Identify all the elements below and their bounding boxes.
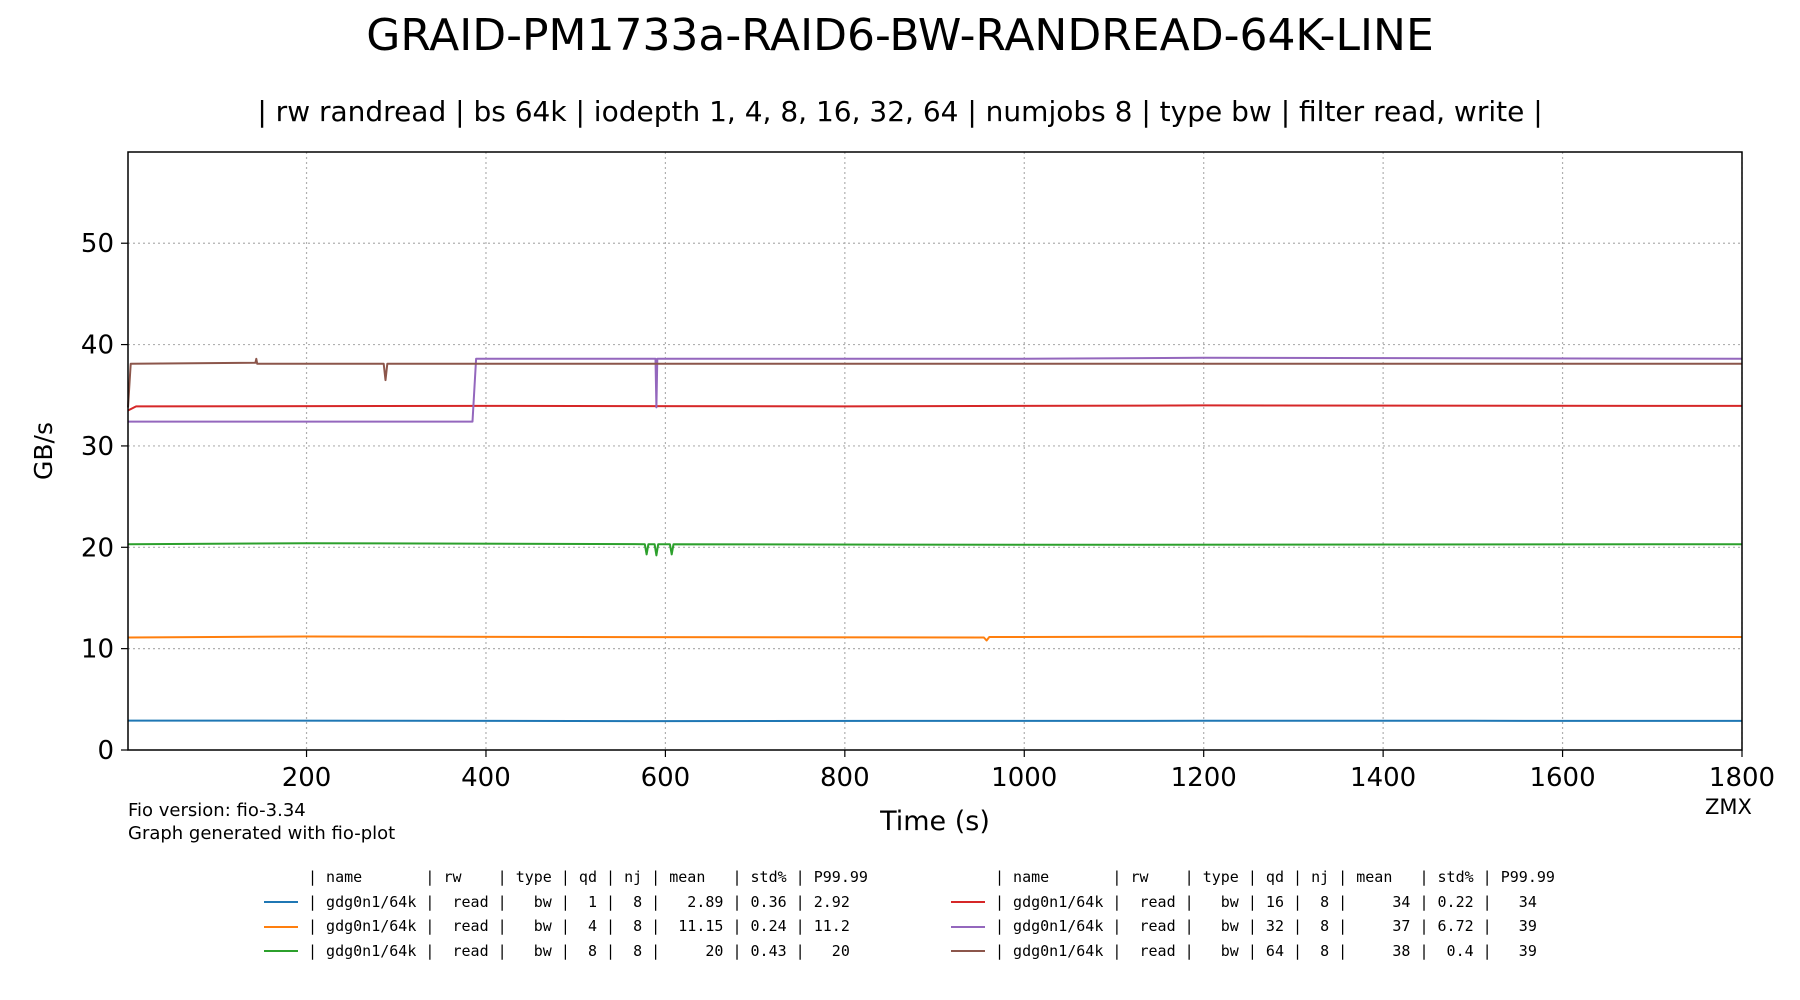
series-line-qd-64: [127, 357, 1742, 408]
legend-swatch: [951, 925, 985, 928]
x-tick-label: 400: [461, 763, 511, 793]
legend-entry: | gdg0n1/64k | read | bw | 32 | 8 | 37 |…: [951, 914, 1555, 939]
y-tick-label: 0: [97, 736, 114, 766]
axis-ticks: 200 400 600 800 1000 1200 1400 1600 1800 0 10 20 30 4…: [81, 229, 1775, 793]
fio-version-note: Fio version: fio-3.34: [128, 800, 306, 821]
chart-subtitle: | rw randread | bs 64k | iodepth 1, 4, 8…: [257, 95, 1543, 128]
legend-entry: | gdg0n1/64k | read | bw | 4 | 8 | 11.15…: [264, 914, 868, 939]
x-tick-label: 800: [820, 763, 870, 793]
legend-entry: | gdg0n1/64k | read | bw | 8 | 8 | 20 | …: [264, 939, 868, 964]
plot-area-frame: [127, 151, 1743, 751]
legend-right-column: | name | rw | type | qd | nj | mean | st…: [951, 865, 1555, 963]
legend-entry-text: | gdg0n1/64k | read | bw | 8 | 8 | 20 | …: [308, 941, 850, 960]
legend-entry-text: | gdg0n1/64k | read | bw | 16 | 8 | 34 |…: [995, 892, 1537, 911]
legend-header: | name | rw | type | qd | nj | mean | st…: [308, 868, 868, 886]
chart-title: GRAID-PM1733a-RAID6-BW-RANDREAD-64K-LINE: [366, 10, 1434, 61]
x-axis-label: Time (s): [879, 806, 990, 837]
legend-swatch: [264, 950, 298, 952]
legend-entry: | gdg0n1/64k | read | bw | 16 | 8 | 34 |…: [951, 890, 1555, 915]
y-tick-label: 40: [81, 331, 114, 361]
generator-note: Graph generated with fio-plot: [128, 823, 396, 844]
x-tick-label: 600: [641, 763, 691, 793]
x-tick-label: 1400: [1350, 763, 1416, 793]
grid: [128, 152, 1743, 750]
x-tick-label: 1800: [1709, 763, 1775, 793]
y-tick-label: 20: [81, 533, 114, 563]
y-axis-label: GB/s: [29, 422, 58, 480]
series-line-qd-1: [127, 719, 1743, 723]
x-tick-label: 1200: [1171, 763, 1237, 793]
x-tick-label: 1000: [991, 763, 1057, 793]
legend-swatch: [951, 901, 985, 903]
legend-left-column: | name | rw | type | qd | nj | mean | st…: [264, 865, 868, 963]
legend-swatch: [951, 950, 985, 952]
y-tick-label: 10: [81, 635, 114, 665]
series-line-qd-32: [128, 356, 1743, 423]
legend-entry-text: | gdg0n1/64k | read | bw | 4 | 8 | 11.15…: [308, 917, 850, 935]
line-chart: 200 400 600 800 1000 1200 1400 1600 1800 0 10 20 30 4…: [29, 151, 1775, 837]
legend-entry: | gdg0n1/64k | read | bw | 64 | 8 | 38 |…: [951, 939, 1555, 964]
y-tick-label: 30: [81, 432, 114, 462]
legend-header: | name | rw | type | qd | nj | mean | st…: [995, 868, 1555, 886]
series-lines: [127, 356, 1743, 723]
legend-entry: | gdg0n1/64k | read | bw | 1 | 8 | 2.89 …: [264, 890, 868, 915]
legend-swatch: [264, 901, 298, 903]
legend-entry-text: | gdg0n1/64k | read | bw | 64 | 8 | 38 |…: [995, 941, 1537, 960]
legend-entry-text: | gdg0n1/64k | read | bw | 32 | 8 | 37 |…: [995, 917, 1537, 935]
y-tick-label: 50: [81, 229, 114, 259]
legend-entry-text: | gdg0n1/64k | read | bw | 1 | 8 | 2.89 …: [308, 892, 850, 911]
x-tick-label: 1600: [1529, 763, 1595, 793]
series-line-qd-16: [127, 404, 1743, 412]
credit-label: ZMX: [1705, 795, 1752, 819]
series-line-qd-8: [127, 542, 1743, 557]
x-tick-label: 200: [282, 763, 332, 793]
series-line-qd-4: [127, 635, 1743, 642]
legend-swatch: [264, 925, 298, 928]
